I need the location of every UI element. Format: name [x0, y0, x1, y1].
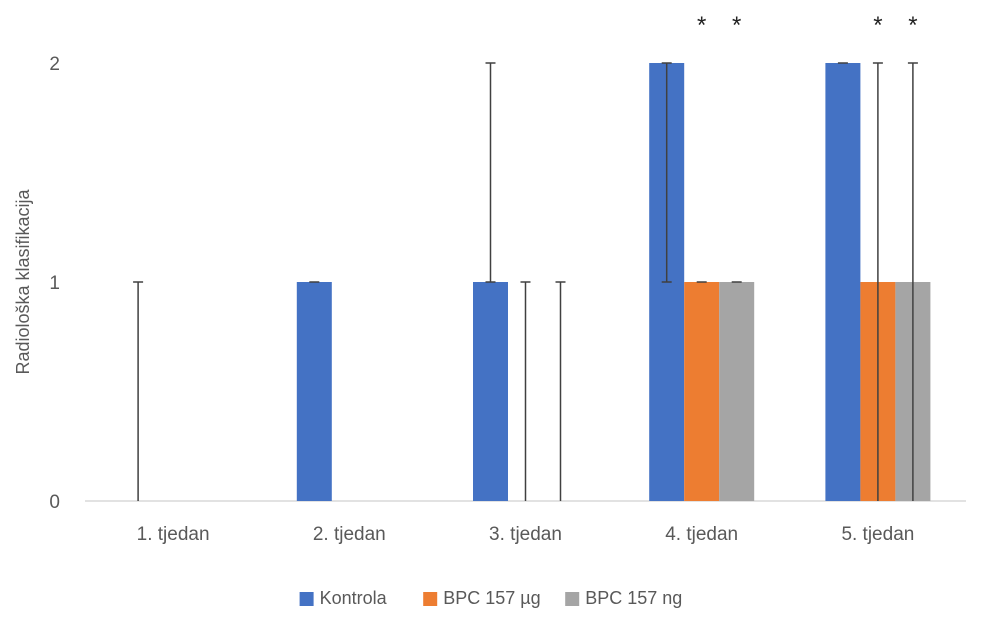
- y-tick-label: 1: [49, 273, 60, 294]
- bar: [296, 282, 332, 501]
- bar: [719, 282, 755, 501]
- significance-marker: *: [873, 12, 882, 39]
- legend-swatch: [423, 592, 438, 606]
- x-tick-label: 5. tjedan: [841, 524, 914, 545]
- bar: [473, 282, 508, 501]
- x-tick-label: 1. tjedan: [137, 524, 210, 545]
- legend-label: BPC 157 µg: [443, 588, 540, 608]
- y-axis-label: Radiološka klasifikacija: [13, 188, 33, 374]
- bar: [684, 282, 720, 501]
- y-tick-label: 0: [49, 492, 60, 513]
- legend-swatch: [299, 592, 314, 606]
- x-tick-label: 3. tjedan: [489, 524, 562, 545]
- plot-area: 0 1 2 * * * * 1. tjedan 2. tjedan 3. tjedan 4. tje…: [49, 12, 966, 545]
- x-tick-label: 2. tjedan: [313, 524, 386, 545]
- significance-marker: *: [697, 12, 706, 39]
- significance-marker: *: [732, 12, 741, 39]
- legend: Kontrola BPC 157 µg BPC 157 ng: [299, 588, 682, 608]
- significance-marker: *: [908, 12, 917, 39]
- legend-swatch: [565, 592, 580, 606]
- x-tick-label: 4. tjedan: [665, 524, 738, 545]
- bar: [825, 63, 861, 501]
- legend-label: BPC 157 ng: [585, 588, 682, 608]
- legend-label: Kontrola: [320, 588, 388, 608]
- y-tick-label: 2: [49, 54, 60, 75]
